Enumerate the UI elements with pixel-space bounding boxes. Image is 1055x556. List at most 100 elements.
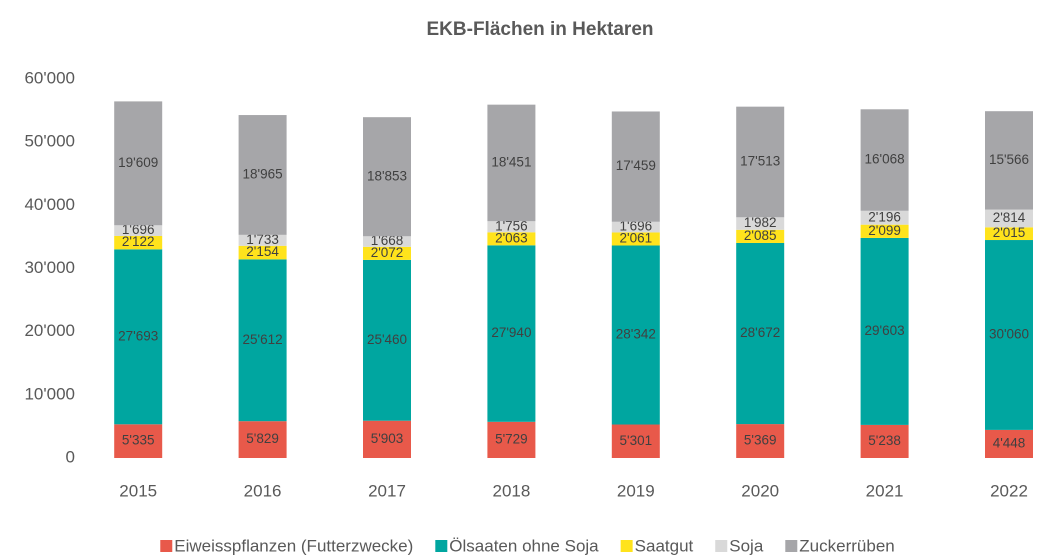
bar-segment (363, 259, 411, 421)
bar-segment (487, 421, 536, 458)
y-tick-label: 60'000 (24, 68, 75, 87)
bar-segment (611, 245, 660, 425)
data-label: 28'342 (616, 327, 656, 342)
data-label: 29'603 (865, 323, 905, 338)
bar-segment (985, 209, 1033, 228)
bar-segment (363, 420, 411, 458)
bar-segment (985, 429, 1033, 458)
data-label: 4'448 (993, 436, 1026, 451)
x-tick-label: 2017 (368, 481, 406, 500)
x-tick-label: 2016 (244, 481, 282, 500)
bar-segment (860, 237, 909, 425)
bar-segment (611, 221, 660, 233)
bar-segment (238, 234, 287, 246)
legend-swatch (435, 540, 448, 552)
legend-swatch (715, 540, 728, 552)
data-label: 5'301 (619, 433, 652, 448)
bar-segment (114, 249, 163, 425)
legend-label: Ölsaaten ohne Soja (449, 536, 599, 555)
x-tick-label: 2022 (990, 481, 1028, 500)
bar-segment (487, 245, 536, 422)
bar-segment (114, 101, 163, 226)
legend-label: Zuckerrüben (799, 536, 894, 555)
bar-segment (736, 106, 785, 218)
bar-segment (860, 224, 909, 238)
data-label: 2'061 (619, 231, 652, 246)
y-tick-label: 40'000 (24, 195, 75, 214)
data-label: 1'982 (744, 215, 777, 230)
data-label: 25'460 (367, 332, 407, 347)
chart-title: EKB-Flächen in Hektaren (427, 19, 654, 40)
data-label: 17'513 (740, 154, 780, 169)
y-tick-label: 30'000 (24, 258, 75, 277)
data-label: 2'063 (495, 230, 528, 245)
bar-segment (363, 117, 411, 237)
data-label: 5'729 (495, 431, 528, 446)
bar-segment (736, 424, 785, 458)
legend-label: Saatgut (635, 536, 694, 555)
bar-segment (238, 115, 287, 235)
legend-label: Soja (729, 536, 764, 555)
data-label: 5'335 (122, 433, 155, 448)
legend: Eiweisspflanzen (Futterzwecke) Ölsaaten o… (160, 536, 895, 555)
data-label: 17'459 (616, 158, 656, 173)
bar-segment (114, 424, 163, 458)
bar-segment (611, 232, 660, 246)
data-label: 18'965 (243, 167, 283, 182)
data-label: 19'609 (118, 155, 158, 170)
data-label: 16'068 (865, 152, 905, 167)
data-label: 1'668 (371, 233, 404, 248)
y-tick-label: 0 (66, 447, 75, 466)
bar-segment (985, 227, 1033, 241)
data-label: 27'940 (491, 325, 531, 340)
data-label: 5'238 (868, 433, 901, 448)
bar-segment (363, 246, 411, 260)
data-label: 28'672 (740, 325, 780, 340)
bar-segment (860, 424, 909, 458)
bar-segment (487, 104, 536, 222)
bar-segment (611, 111, 660, 222)
data-label: 5'829 (246, 431, 279, 446)
data-label: 2'072 (371, 245, 404, 260)
bar-segment (736, 217, 785, 230)
data-label: 18'451 (491, 154, 531, 169)
data-label: 1'756 (495, 218, 528, 233)
data-label: 5'369 (744, 433, 777, 448)
data-label: 27'693 (118, 328, 158, 343)
data-label: 18'853 (367, 168, 407, 183)
bar-segment (238, 421, 287, 458)
x-tick-label: 2015 (119, 481, 157, 500)
bar-segment (611, 424, 660, 458)
bar-segment (985, 240, 1033, 430)
bar-segment (736, 242, 785, 425)
x-tick-label: 2020 (741, 481, 779, 500)
data-label: 1'696 (619, 219, 652, 234)
bar-segment (238, 245, 287, 260)
data-label: 25'612 (243, 332, 283, 347)
bar-segment (114, 225, 163, 236)
data-label: 2'122 (122, 234, 155, 249)
legend-swatch (160, 540, 173, 552)
bar-segment (860, 210, 909, 225)
data-label: 2'154 (246, 244, 279, 259)
y-tick-label: 20'000 (24, 321, 75, 340)
data-label: 2'085 (744, 228, 777, 243)
bar-segment (114, 235, 163, 250)
bar-segment (860, 109, 909, 211)
bar-segment (363, 236, 411, 247)
data-label: 2'814 (993, 210, 1026, 225)
data-label: 1'733 (246, 232, 279, 247)
legend-label: Eiweisspflanzen (Futterzwecke) (174, 536, 413, 555)
data-label: 2'015 (993, 225, 1026, 240)
legend-swatch (620, 540, 633, 552)
bar-segment (985, 111, 1033, 210)
x-tick-label: 2021 (866, 481, 904, 500)
data-label: 1'696 (122, 222, 155, 237)
y-tick-label: 10'000 (24, 384, 75, 403)
bar-segment (487, 221, 536, 233)
data-label: 2'099 (868, 223, 901, 238)
bar-segment (487, 232, 536, 246)
data-label: 30'060 (989, 327, 1029, 342)
data-label: 15'566 (989, 152, 1029, 167)
